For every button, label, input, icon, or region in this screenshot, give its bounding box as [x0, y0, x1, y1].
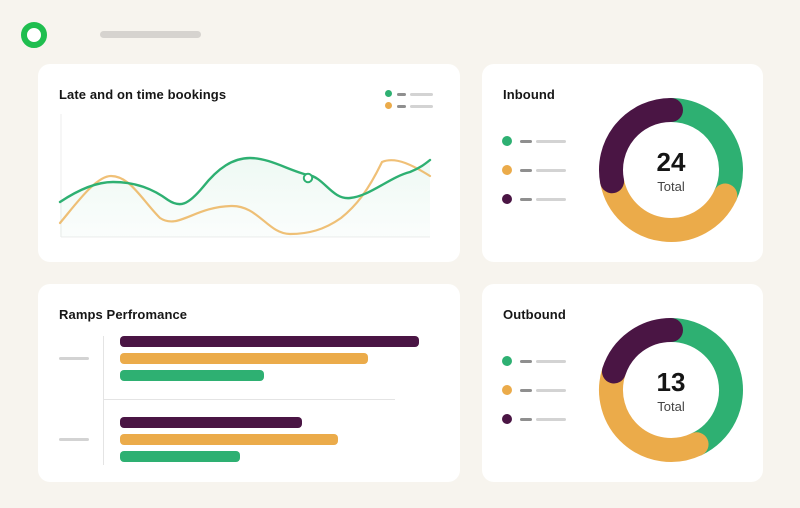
- hover-point[interactable]: [302, 172, 314, 184]
- inbound-donut-chart: [599, 98, 743, 242]
- logo-icon[interactable]: [21, 22, 47, 48]
- legend-dot-orange: [502, 165, 512, 175]
- outbound-total-label: Total: [657, 398, 685, 414]
- outbound-card: Outbound 13 Total: [482, 284, 763, 482]
- inbound-segment-2: [600, 169, 738, 242]
- outbound-donut-chart: [599, 318, 743, 462]
- outbound-segment-3: [601, 318, 683, 384]
- ramps-card: Ramps Perfromance: [38, 284, 460, 482]
- inbound-legend-purple: [502, 194, 572, 204]
- on-time-line: [58, 156, 432, 206]
- on-time-area: [60, 158, 430, 237]
- ramps-category-label-2: [59, 438, 89, 441]
- ramps-title: Ramps Perfromance: [59, 307, 188, 322]
- legend-dot-orange: [502, 385, 512, 395]
- bookings-card: Late and on time bookings: [38, 64, 460, 262]
- outbound-legend-orange: [502, 385, 572, 395]
- inbound-legend-orange: [502, 165, 572, 175]
- ramps-y-axis: [103, 336, 104, 465]
- ramps-category-label-1: [59, 357, 89, 360]
- ramps-bar-group2-3: [120, 451, 240, 462]
- legend-dot-green: [502, 356, 512, 366]
- inbound-segment-3: [599, 98, 683, 194]
- inbound-card: Inbound 24 Total: [482, 64, 763, 262]
- outbound-legend-green: [502, 356, 572, 366]
- legend-item-late: [385, 102, 435, 110]
- inbound-total-label: Total: [657, 178, 685, 194]
- ramps-gridline: [103, 399, 395, 400]
- outbound-donut-center: 13 Total: [598, 317, 744, 463]
- outbound-segment-2: [599, 359, 709, 462]
- inbound-title: Inbound: [503, 87, 555, 102]
- legend-dot-purple: [502, 414, 512, 424]
- inbound-donut-center: 24 Total: [598, 97, 744, 243]
- late-line: [58, 159, 432, 236]
- inbound-legend-green: [502, 136, 572, 146]
- ramps-bar-group2-1: [120, 417, 302, 428]
- ramps-bar-group1-3: [120, 370, 264, 381]
- legend-dot-green: [385, 90, 392, 97]
- outbound-total-value: 13: [656, 366, 686, 397]
- ramps-bar-group1-2: [120, 353, 368, 364]
- outbound-segment-1: [659, 318, 743, 457]
- bookings-line-chart: [58, 114, 432, 238]
- inbound-total-value: 24: [656, 146, 686, 177]
- bookings-title: Late and on time bookings: [59, 87, 227, 102]
- legend-dot-purple: [502, 194, 512, 204]
- legend-dot-orange: [385, 102, 392, 109]
- outbound-legend-purple: [502, 414, 572, 424]
- ramps-bar-group1-1: [120, 336, 419, 347]
- legend-dot-green: [502, 136, 512, 146]
- header-placeholder: [100, 31, 201, 38]
- outbound-title: Outbound: [503, 307, 566, 322]
- inbound-segment-1: [659, 98, 743, 208]
- ramps-bar-group2-2: [120, 434, 338, 445]
- legend-item-on-time: [385, 90, 435, 98]
